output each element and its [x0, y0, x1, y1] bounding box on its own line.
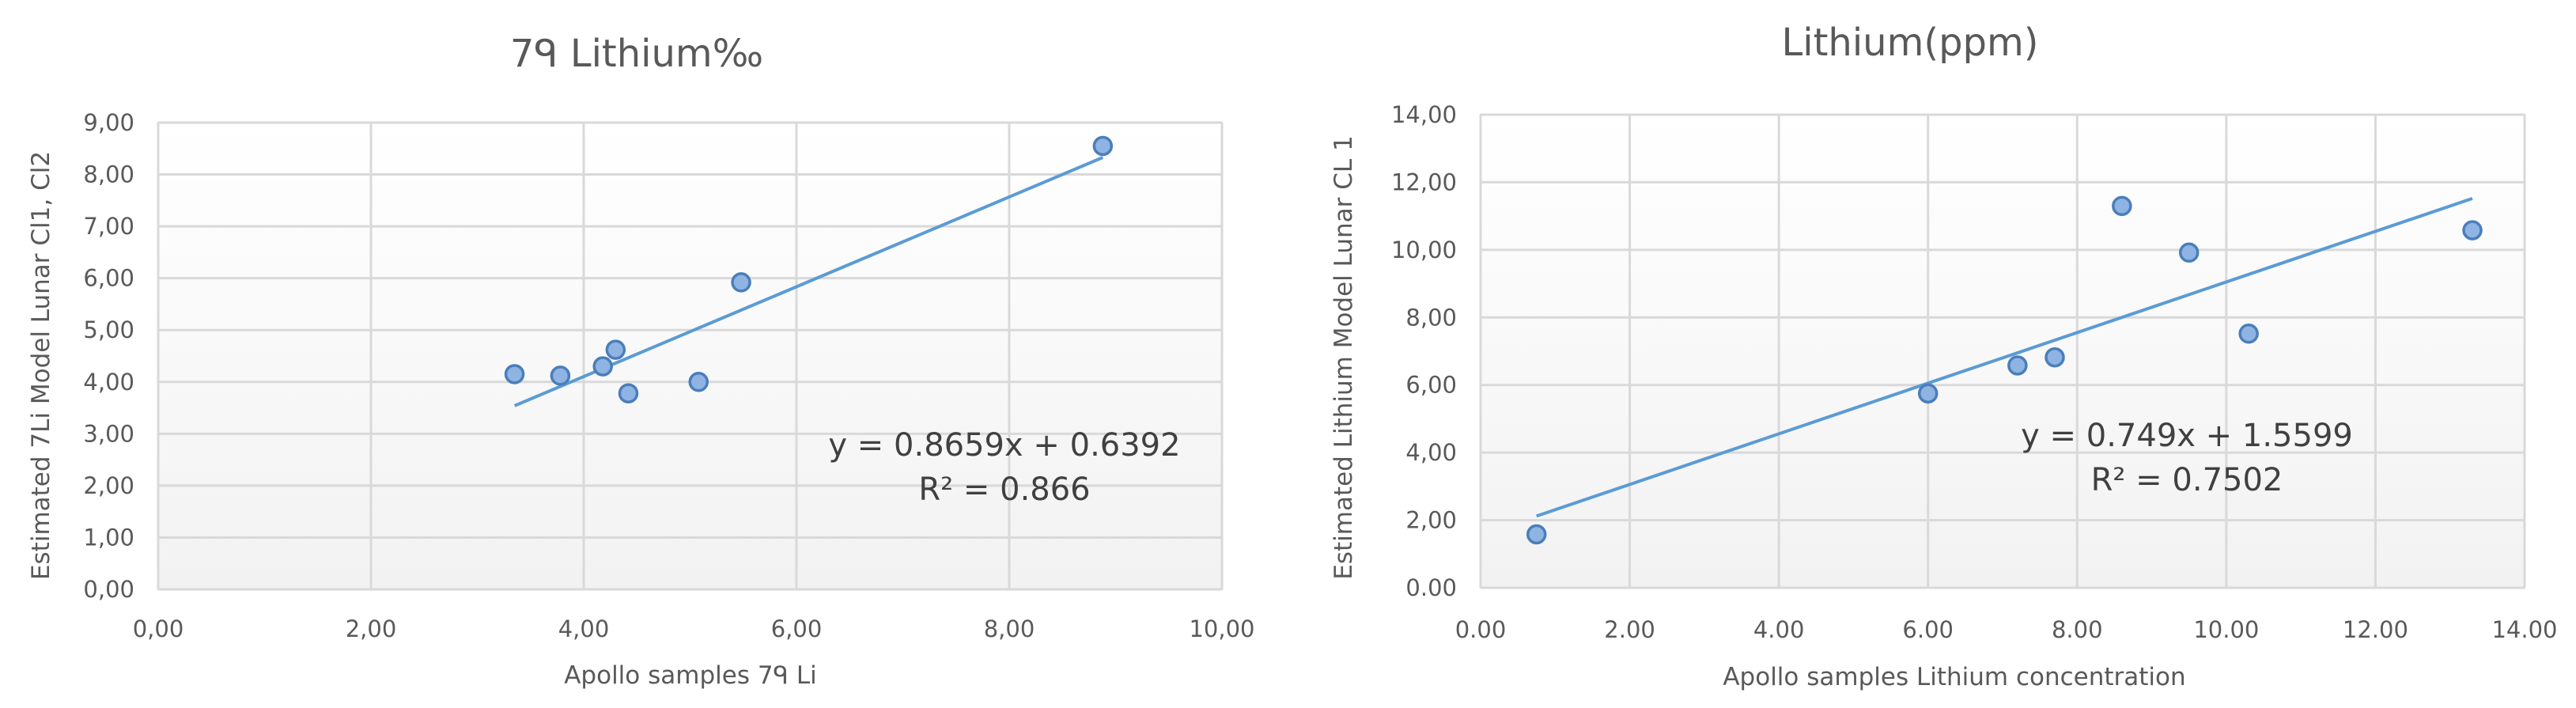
- x-tick-label: 2,00: [346, 615, 397, 642]
- chart-left: 0,00 2,00 4,00 6,00 8,00 10,00 0,00 1,00 2,00 3,0…: [0, 0, 1281, 708]
- data-point: [2045, 346, 2065, 368]
- data-point: [2112, 195, 2132, 217]
- x-tick-label: 6,00: [771, 615, 823, 642]
- y-tick-label: 1,00: [83, 524, 134, 551]
- data-point: [2178, 242, 2200, 263]
- trendline: [1536, 196, 2473, 518]
- y-tick-label: 4,00: [83, 369, 134, 396]
- y-tick-label: 5,00: [83, 316, 134, 343]
- r-squared-label: R² = 0.7502: [2091, 462, 2283, 498]
- data-point: [1526, 524, 1547, 545]
- y-tick-label: 6,00: [83, 265, 134, 292]
- chart-title: Lithium(ppm): [1782, 21, 2039, 65]
- x-tick-label: 8,00: [984, 615, 1035, 642]
- data-point: [504, 364, 525, 384]
- chart-title: 7ᑫ Lithium‰: [510, 32, 763, 76]
- data-point: [605, 339, 626, 360]
- x-tick-label: 4.00: [1753, 616, 1805, 643]
- y-tick-label: 8,00: [1405, 304, 1457, 331]
- x-tick-label: 8.00: [2052, 616, 2103, 643]
- y-tick-label: 2,00: [1405, 507, 1457, 534]
- scatter-chart-left: 0,00 2,00 4,00 6,00 8,00 10,00 0,00 1,00 2,00 3,0…: [27, 32, 1255, 690]
- y-tick-label: 12,00: [1391, 168, 1457, 195]
- x-tick-label: 0.00: [1455, 616, 1507, 643]
- x-axis-label: Apollo samples 7ᑫ Li: [564, 661, 817, 690]
- x-tick-label: 10,00: [1189, 615, 1254, 642]
- y-tick-label: 14,00: [1391, 101, 1457, 128]
- y-tick-label: 6,00: [1405, 372, 1457, 399]
- y-tick-label: 10,00: [1391, 237, 1457, 263]
- r-squared-label: R² = 0.866: [918, 471, 1090, 508]
- chart-right: 0.00 2.00 4.00 6.00 8.00 10.00 12.00 14.00 0.00 2…: [1281, 0, 2576, 708]
- data-point: [2007, 355, 2028, 376]
- x-tick-label: 6.00: [1902, 616, 1954, 643]
- x-tick-label: 10.00: [2193, 616, 2259, 643]
- y-axis-label: Estimated Lithium Model Lunar CL 1: [1330, 135, 1358, 580]
- plot-background: [157, 122, 1223, 590]
- data-point: [2238, 324, 2259, 344]
- data-point: [688, 372, 709, 392]
- data-point: [2462, 220, 2483, 240]
- y-tick-label: 0.00: [1405, 574, 1457, 601]
- x-tick-label: 0,00: [133, 615, 184, 642]
- y-tick-label: 2,00: [83, 472, 134, 499]
- y-tick-label: 9,00: [83, 109, 134, 136]
- data-point: [550, 365, 571, 386]
- x-tick-label: 14.00: [2491, 616, 2557, 643]
- trendline-equation: y = 0.8659x + 0.6392: [828, 427, 1180, 464]
- data-point: [1092, 135, 1114, 157]
- y-tick-label: 7,00: [83, 213, 134, 240]
- scatter-chart-right: 0.00 2.00 4.00 6.00 8.00 10.00 12.00 14.00 0.00 2…: [1330, 21, 2558, 691]
- x-axis-label: Apollo samples Lithium concentration: [1723, 663, 2185, 691]
- y-axis-label: Estimated 7Li Model Lunar Cl1, Cl2: [27, 151, 55, 580]
- x-tick-label: 4,00: [558, 615, 610, 642]
- x-tick-label: 12.00: [2343, 616, 2408, 643]
- trendline-equation: y = 0.749x + 1.5599: [2021, 418, 2353, 454]
- y-tick-label: 3,00: [83, 420, 134, 447]
- data-point: [618, 383, 639, 403]
- data-point: [592, 356, 613, 377]
- x-tick-label: 2.00: [1604, 616, 1655, 643]
- y-tick-label: 8,00: [83, 161, 134, 188]
- plot-area: 0.00 2.00 4.00 6.00 8.00 10.00 12.00 14.00 0.00 2…: [1391, 101, 2558, 643]
- data-point: [1917, 383, 1939, 404]
- y-tick-label: 0,00: [83, 576, 134, 603]
- plot-background: [1480, 114, 2525, 589]
- plot-area: 0,00 2,00 4,00 6,00 8,00 10,00 0,00 1,00 2,00 3,0…: [83, 109, 1254, 642]
- y-tick-label: 4,00: [1405, 439, 1457, 466]
- data-point: [731, 272, 751, 293]
